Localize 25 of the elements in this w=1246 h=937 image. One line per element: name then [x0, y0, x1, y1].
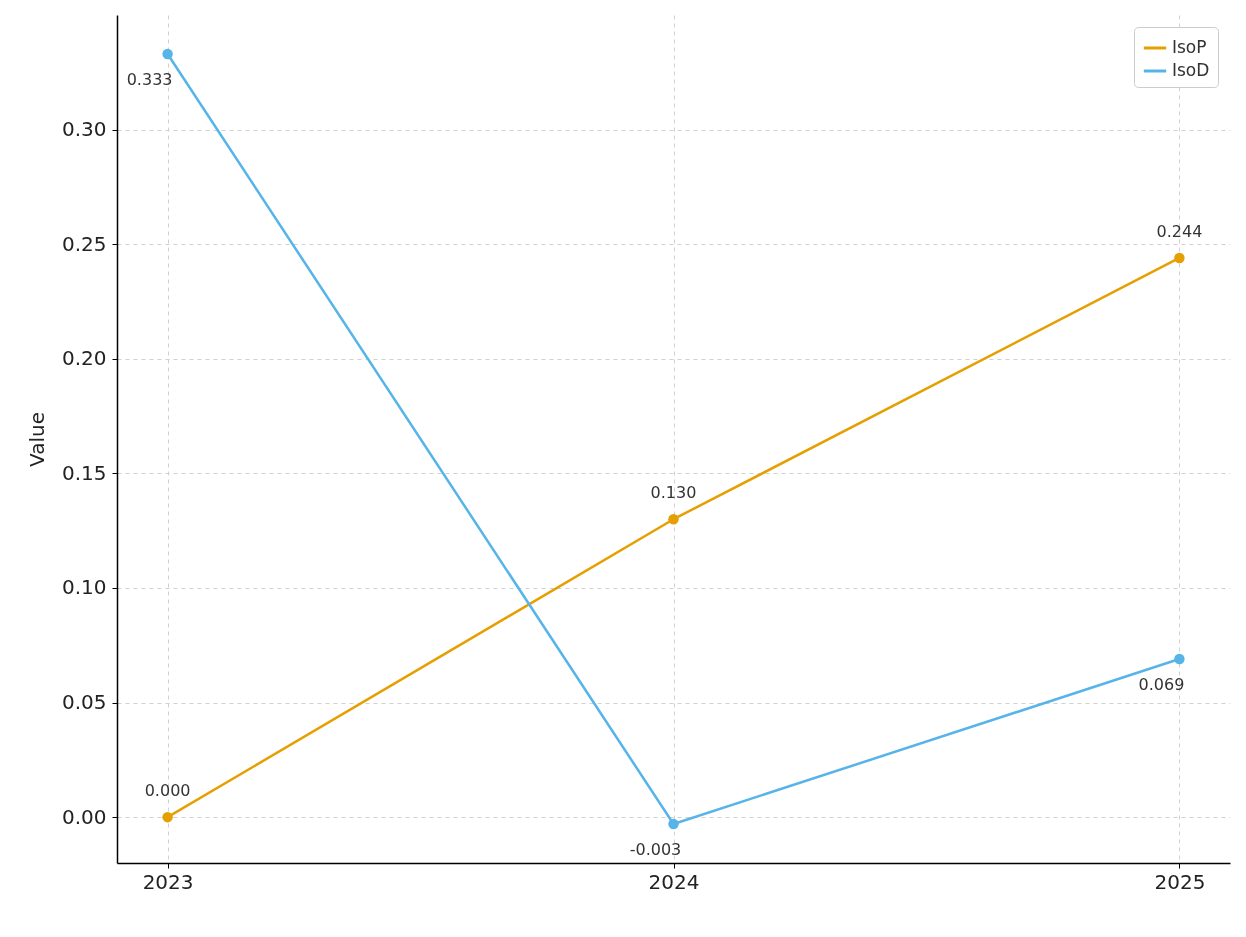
point [668, 818, 679, 830]
y-tick-label: 0.15 [61, 460, 107, 485]
y-tick-label: 0.20 [61, 346, 107, 371]
point [162, 48, 173, 60]
y-tick-label: 0.25 [61, 231, 107, 256]
legend-label: IsoD [1172, 60, 1210, 80]
data-label: -0.003 [629, 840, 682, 860]
data-label: 0.333 [126, 69, 173, 89]
x-tick-label: 2024 [648, 869, 700, 894]
y-tick-label: 0.10 [61, 575, 107, 600]
y-axis-title: Value [24, 412, 49, 467]
data-label: 0.244 [1156, 221, 1203, 241]
data-label: 0.000 [144, 781, 191, 801]
point [162, 811, 173, 823]
point [1174, 653, 1185, 665]
x-tick-label: 2025 [1154, 869, 1206, 894]
point [1174, 252, 1185, 264]
x-tick-label: 2023 [142, 869, 194, 894]
data-label: 0.130 [650, 483, 697, 503]
data-label: 0.069 [1138, 675, 1185, 695]
y-tick-label: 0.30 [61, 117, 107, 142]
y-tick-label: 0.00 [61, 804, 107, 829]
point [668, 513, 679, 525]
y-tick-label: 0.05 [61, 690, 107, 715]
legend-label: IsoP [1172, 37, 1207, 57]
